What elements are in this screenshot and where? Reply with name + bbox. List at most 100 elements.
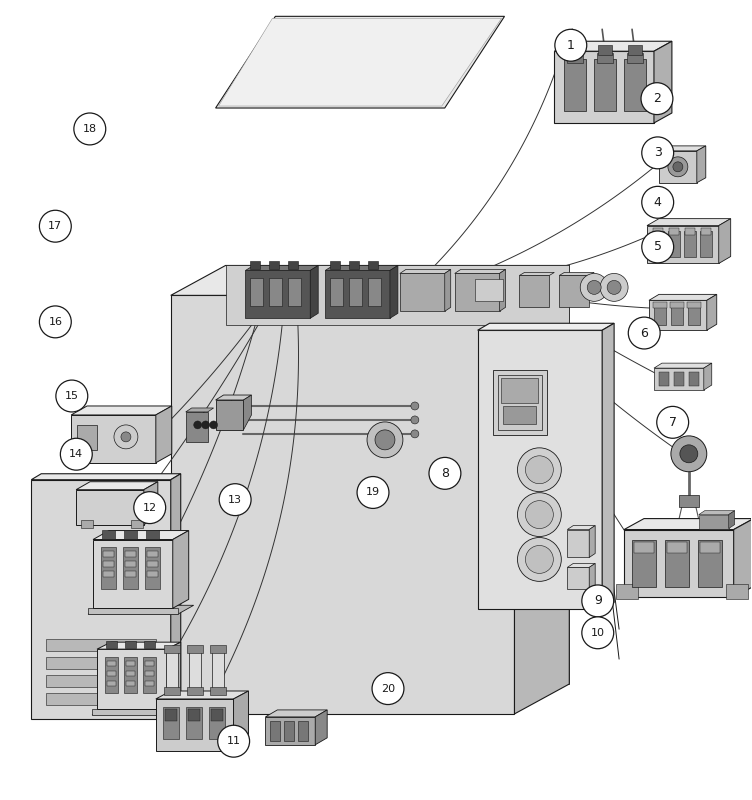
Bar: [165, 709, 177, 721]
Circle shape: [56, 380, 88, 412]
Circle shape: [600, 274, 628, 302]
Polygon shape: [654, 363, 711, 368]
Bar: [126, 681, 135, 686]
Bar: [147, 571, 158, 578]
Polygon shape: [624, 530, 734, 598]
Text: 11: 11: [226, 736, 241, 746]
Text: 10: 10: [591, 628, 605, 638]
Bar: [208, 707, 225, 739]
Bar: [501, 378, 538, 403]
Circle shape: [60, 438, 92, 470]
Circle shape: [607, 281, 621, 294]
Bar: [81, 519, 93, 527]
Bar: [186, 412, 208, 442]
Polygon shape: [245, 270, 311, 318]
Bar: [46, 657, 156, 669]
Bar: [670, 302, 684, 308]
Bar: [654, 306, 666, 326]
Polygon shape: [311, 266, 318, 318]
Polygon shape: [478, 323, 614, 330]
Circle shape: [210, 421, 217, 429]
Bar: [46, 639, 156, 651]
Circle shape: [517, 538, 561, 582]
Bar: [674, 372, 684, 386]
Bar: [627, 54, 643, 63]
Bar: [684, 230, 696, 257]
Bar: [126, 661, 135, 666]
Bar: [101, 547, 116, 590]
Bar: [188, 709, 199, 721]
Polygon shape: [567, 526, 595, 530]
Circle shape: [641, 137, 674, 169]
Bar: [46, 675, 156, 687]
Polygon shape: [325, 266, 398, 270]
Circle shape: [641, 186, 674, 218]
Text: 3: 3: [653, 146, 662, 159]
Bar: [594, 59, 616, 111]
Polygon shape: [315, 710, 327, 745]
Circle shape: [555, 30, 587, 61]
Bar: [634, 542, 654, 554]
Polygon shape: [659, 146, 706, 151]
Polygon shape: [654, 368, 704, 390]
Bar: [250, 262, 260, 270]
Circle shape: [372, 673, 404, 705]
Polygon shape: [478, 330, 602, 610]
Bar: [653, 302, 667, 308]
Polygon shape: [156, 691, 248, 699]
Polygon shape: [226, 266, 569, 326]
Bar: [616, 584, 638, 599]
Polygon shape: [647, 218, 731, 226]
Polygon shape: [32, 480, 171, 719]
Circle shape: [74, 113, 106, 145]
Bar: [700, 230, 711, 257]
Bar: [126, 671, 135, 676]
Bar: [269, 278, 282, 306]
Circle shape: [39, 306, 71, 338]
Circle shape: [367, 422, 403, 458]
Text: 18: 18: [83, 124, 97, 134]
Bar: [667, 542, 687, 554]
Bar: [368, 262, 378, 270]
Bar: [147, 562, 158, 567]
Polygon shape: [88, 608, 177, 614]
Circle shape: [517, 448, 561, 492]
Bar: [186, 707, 202, 739]
Bar: [284, 721, 294, 741]
Bar: [299, 721, 308, 741]
Bar: [288, 278, 302, 306]
Text: 1: 1: [567, 38, 575, 52]
Bar: [165, 649, 177, 694]
Bar: [123, 547, 138, 590]
Bar: [598, 46, 612, 55]
Polygon shape: [554, 51, 654, 123]
Bar: [164, 687, 180, 695]
Text: 20: 20: [381, 683, 395, 694]
Polygon shape: [92, 708, 186, 715]
Text: 13: 13: [228, 494, 242, 505]
Bar: [689, 372, 699, 386]
Circle shape: [628, 317, 660, 349]
Bar: [349, 278, 362, 306]
Bar: [103, 551, 114, 558]
Polygon shape: [234, 691, 248, 750]
Bar: [597, 54, 613, 63]
Polygon shape: [219, 18, 502, 106]
Bar: [671, 306, 683, 326]
Circle shape: [114, 425, 138, 449]
Polygon shape: [659, 151, 697, 182]
Polygon shape: [455, 270, 505, 274]
Polygon shape: [390, 266, 398, 318]
Text: 5: 5: [653, 241, 662, 254]
Polygon shape: [719, 218, 731, 263]
Polygon shape: [697, 146, 706, 182]
Text: 14: 14: [69, 450, 83, 459]
Bar: [46, 693, 156, 705]
Polygon shape: [649, 300, 707, 330]
Bar: [210, 687, 226, 695]
Polygon shape: [245, 266, 318, 270]
Polygon shape: [400, 270, 450, 274]
Circle shape: [526, 456, 553, 484]
Polygon shape: [729, 510, 735, 529]
Polygon shape: [444, 270, 450, 311]
